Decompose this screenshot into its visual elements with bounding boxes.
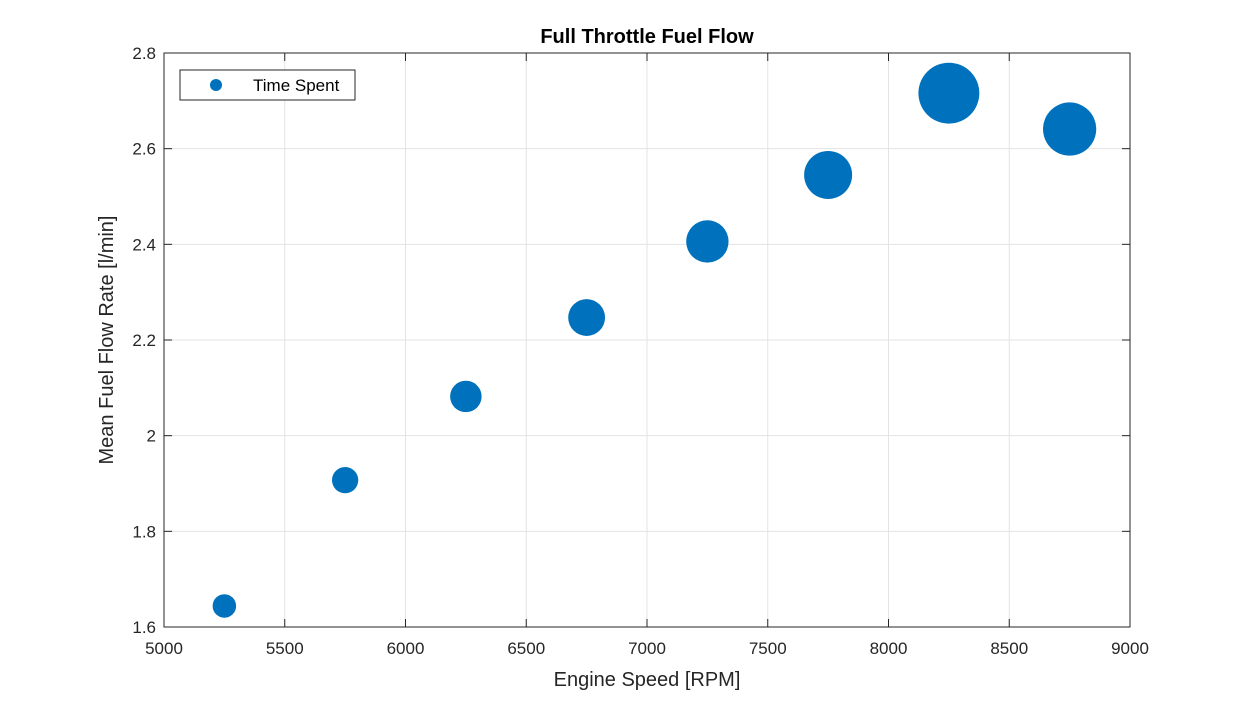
x-tick-label: 5000 — [145, 639, 183, 658]
legend-marker — [210, 79, 222, 91]
x-tick-label: 6500 — [507, 639, 545, 658]
data-point — [804, 150, 853, 199]
y-tick-label: 2.8 — [132, 44, 156, 63]
y-tick-label: 1.6 — [132, 618, 156, 637]
y-tick-label: 2.4 — [132, 235, 156, 254]
y-tick-label: 2.2 — [132, 331, 156, 350]
y-tick-labels: 1.6 1.8 2 2.2 2.4 2.6 2.8 — [132, 44, 156, 637]
x-tick-label: 7500 — [749, 639, 787, 658]
data-point — [686, 220, 729, 263]
y-axis-label: Mean Fuel Flow Rate [l/min] — [96, 216, 118, 465]
y-tick-label: 1.8 — [132, 522, 156, 541]
x-tick-label: 7000 — [628, 639, 666, 658]
legend-label: Time Spent — [253, 76, 340, 95]
x-tick-label: 8000 — [870, 639, 908, 658]
data-point — [450, 380, 482, 413]
x-tick-label: 8500 — [990, 639, 1028, 658]
x-tick-label: 6000 — [387, 639, 425, 658]
axis-ticks — [163, 52, 1131, 628]
x-tick-label: 9000 — [1111, 639, 1149, 658]
y-tick-label: 2 — [147, 427, 156, 446]
chart-title: Full Throttle Fuel Flow — [540, 26, 754, 48]
y-tick-label: 2.6 — [132, 140, 156, 159]
legend-box — [179, 69, 356, 101]
x-axis-label: Engine Speed [RPM] — [554, 669, 741, 691]
x-tick-labels: 5000 5500 6000 6500 7000 7500 8000 8500 9000 — [145, 639, 1149, 658]
legend: Time Spent — [179, 69, 356, 101]
data-point — [212, 594, 237, 618]
data-point — [918, 62, 980, 124]
data-point — [568, 299, 606, 336]
data-point — [331, 467, 359, 494]
data-point — [1043, 102, 1097, 156]
x-tick-label: 5500 — [266, 639, 304, 658]
data-markers — [212, 62, 1097, 618]
